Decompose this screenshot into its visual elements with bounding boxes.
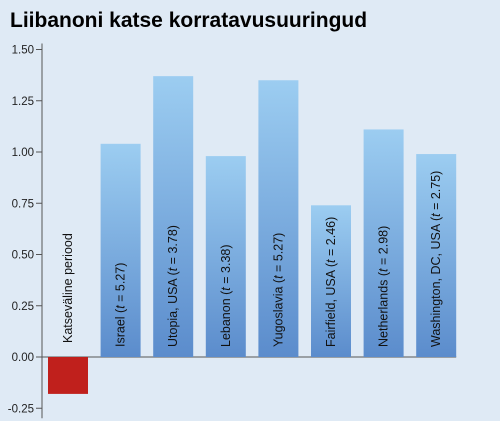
bar-label: Washington, DC, USA (t = 2.75) [429,171,443,347]
bar [100,143,141,357]
bar-label: Utopia, USA (t = 3.78) [166,225,180,347]
bar [311,205,351,357]
y-tick-label: -0.25 [8,403,34,415]
bar [48,357,88,394]
bar-label: Yugoslavia (t = 5.27) [271,233,285,347]
bar [416,154,457,357]
chart-title: Liibanoni katse korratavusuuringud [10,9,367,32]
bar-label: Israel (t = 5.27) [114,263,128,347]
bars-group [48,76,457,394]
bar-label: Fairfield, USA (t = 2.46) [324,217,338,347]
bar [258,80,299,357]
y-tick-label: 0.75 [12,198,34,210]
y-tick-label: 1.25 [12,96,34,108]
y-tick-label: 0.50 [12,250,34,262]
bar-label: Netherlands (t = 2.98) [377,226,391,347]
bar [363,129,404,357]
bar-labels-group: Katseväline periood Israel (t = 5.27) Utop… [61,171,443,347]
y-tick-label: 1.50 [12,45,34,57]
bar-label: Lebanon (t = 3.38) [219,244,233,347]
bar [153,76,194,358]
y-tick-label: 1.00 [12,147,34,159]
bar-label: Katseväline periood [61,233,75,343]
y-tick-label: 0.25 [12,301,34,313]
bar [205,156,246,357]
y-tick-label: 0.00 [12,352,34,364]
